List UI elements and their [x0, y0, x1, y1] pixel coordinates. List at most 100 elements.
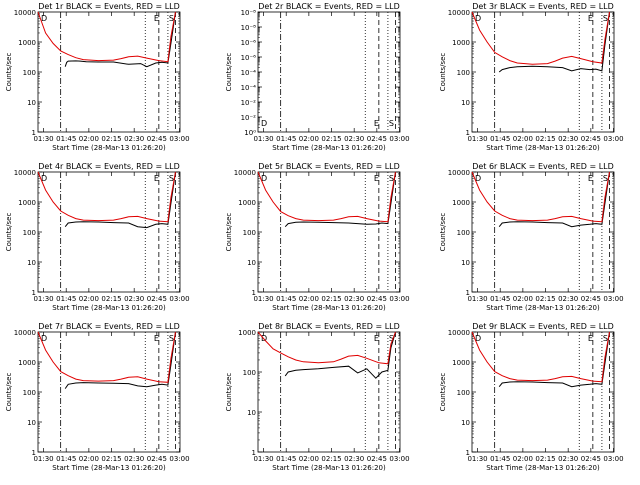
- event-marker-s: S: [603, 14, 608, 23]
- y-tick-label: 1: [252, 449, 256, 457]
- y-axis-label: Counts/sec: [225, 373, 233, 412]
- panel-det-5: Det 5r BLACK = Events, RED = LLD 1 10 100 10…: [225, 162, 410, 312]
- y-tick-label: 10⁻⁸: [241, 9, 257, 17]
- panel-det-8: Det 8r BLACK = Events, RED = LLD 1 10 100 10…: [225, 322, 410, 472]
- series-line-events: [64, 11, 176, 68]
- x-tick-label: 02:30: [344, 295, 364, 303]
- plot-frame: [257, 331, 401, 453]
- x-tick-label: 01:45: [56, 455, 76, 463]
- x-tick-label: 02:45: [581, 455, 601, 463]
- x-tick-label: 02:00: [299, 455, 319, 463]
- event-marker-d: D: [261, 174, 267, 183]
- panel-det-9: Det 9r BLACK = Events, RED = LLD 1 10 100 10…: [439, 322, 624, 472]
- event-marker-d: D: [261, 119, 267, 128]
- x-tick-label: 01:30: [33, 455, 53, 463]
- y-tick-label: 100: [243, 229, 256, 237]
- y-tick-label: 1000: [452, 199, 470, 207]
- panel-title: Det 5r BLACK = Events, RED = LLD: [258, 162, 400, 171]
- y-tick-label: 10: [27, 99, 36, 107]
- x-tick-label: 01:30: [33, 135, 53, 143]
- y-tick-label: 1: [466, 289, 470, 297]
- series-line-events: [64, 331, 176, 389]
- series-line-lld: [471, 11, 610, 65]
- event-marker-s: S: [169, 334, 174, 343]
- panel-det-2: Det 2r BLACK = Events, RED = LLD 10⁰ 10⁻² 1…: [225, 2, 410, 152]
- x-tick-label: 02:00: [79, 455, 99, 463]
- x-tick-label: 01:45: [490, 135, 510, 143]
- x-tick-label: 03:00: [169, 135, 189, 143]
- y-axis-label: Counts/sec: [225, 53, 233, 92]
- x-tick-label: 01:45: [276, 135, 296, 143]
- x-tick-label: 02:45: [367, 295, 387, 303]
- y-tick-label: 100: [23, 389, 36, 397]
- y-tick-label: 100: [457, 69, 470, 77]
- series-line-lld: [37, 331, 176, 383]
- y-tick-label: 1: [252, 289, 256, 297]
- x-axis-label: Start Time (28-Mar-13 01:26:20): [486, 144, 600, 152]
- y-tick-label: 10⁻⁶: [241, 39, 257, 47]
- event-marker-s: S: [169, 174, 174, 183]
- panel-title: Det 2r BLACK = Events, RED = LLD: [258, 2, 400, 11]
- y-tick-label: 10: [461, 259, 470, 267]
- event-marker-s: S: [603, 174, 608, 183]
- y-tick-label: 10000: [14, 329, 36, 337]
- y-tick-label: 10: [247, 259, 256, 267]
- x-tick-label: 02:45: [581, 295, 601, 303]
- x-tick-label: 02:30: [124, 295, 144, 303]
- y-tick-label: 10000: [448, 329, 470, 337]
- panel-title: Det 8r BLACK = Events, RED = LLD: [258, 322, 400, 331]
- y-tick-label: 1000: [238, 329, 256, 337]
- y-tick-label: 1: [466, 449, 470, 457]
- x-tick-label: 02:45: [367, 135, 387, 143]
- x-tick-label: 02:30: [558, 295, 578, 303]
- y-tick-label: 10⁰: [244, 129, 256, 137]
- x-tick-label: 01:30: [253, 295, 273, 303]
- x-tick-label: 03:00: [603, 135, 623, 143]
- y-tick-label: 10: [461, 419, 470, 427]
- x-tick-label: 03:00: [169, 295, 189, 303]
- y-tick-label: 10000: [14, 9, 36, 17]
- y-tick-label: 10000: [14, 169, 36, 177]
- event-marker-e: E: [154, 14, 159, 23]
- series-line-events: [284, 171, 396, 228]
- x-tick-label: 02:30: [124, 135, 144, 143]
- x-tick-label: 02:30: [558, 455, 578, 463]
- series-line-events: [498, 331, 610, 388]
- y-tick-label: 10⁻²: [241, 99, 257, 107]
- event-marker-d: D: [41, 334, 47, 343]
- x-tick-label: 01:30: [253, 135, 273, 143]
- x-tick-label: 02:00: [79, 135, 99, 143]
- x-tick-label: 01:30: [467, 295, 487, 303]
- series-line-events: [64, 171, 176, 229]
- y-tick-label: 1000: [452, 39, 470, 47]
- event-marker-s: S: [169, 14, 174, 23]
- event-marker-s: S: [389, 334, 394, 343]
- x-tick-label: 02:45: [147, 295, 167, 303]
- x-tick-label: 03:00: [389, 135, 409, 143]
- y-axis-label: Counts/sec: [439, 213, 447, 252]
- y-tick-label: 1: [32, 449, 36, 457]
- event-marker-e: E: [588, 14, 593, 23]
- event-marker-e: E: [154, 334, 159, 343]
- y-tick-label: 1: [32, 289, 36, 297]
- x-tick-label: 01:45: [56, 295, 76, 303]
- x-tick-label: 01:45: [490, 455, 510, 463]
- x-tick-label: 02:45: [581, 135, 601, 143]
- y-tick-label: 10⁻⁸: [241, 24, 257, 32]
- event-marker-e: E: [588, 174, 593, 183]
- y-tick-label: 1000: [452, 359, 470, 367]
- y-tick-label: 10⁻⁴: [241, 69, 257, 77]
- x-tick-label: 03:00: [603, 295, 623, 303]
- event-marker-s: S: [389, 119, 394, 128]
- y-tick-label: 100: [457, 389, 470, 397]
- x-tick-label: 01:45: [490, 295, 510, 303]
- x-tick-label: 02:15: [535, 295, 555, 303]
- panel-title: Det 3r BLACK = Events, RED = LLD: [472, 2, 614, 11]
- series-line-events: [498, 171, 610, 228]
- series-line-lld: [471, 331, 610, 383]
- series-line-lld: [471, 171, 610, 223]
- y-tick-label: 100: [23, 69, 36, 77]
- y-tick-label: 1000: [18, 199, 36, 207]
